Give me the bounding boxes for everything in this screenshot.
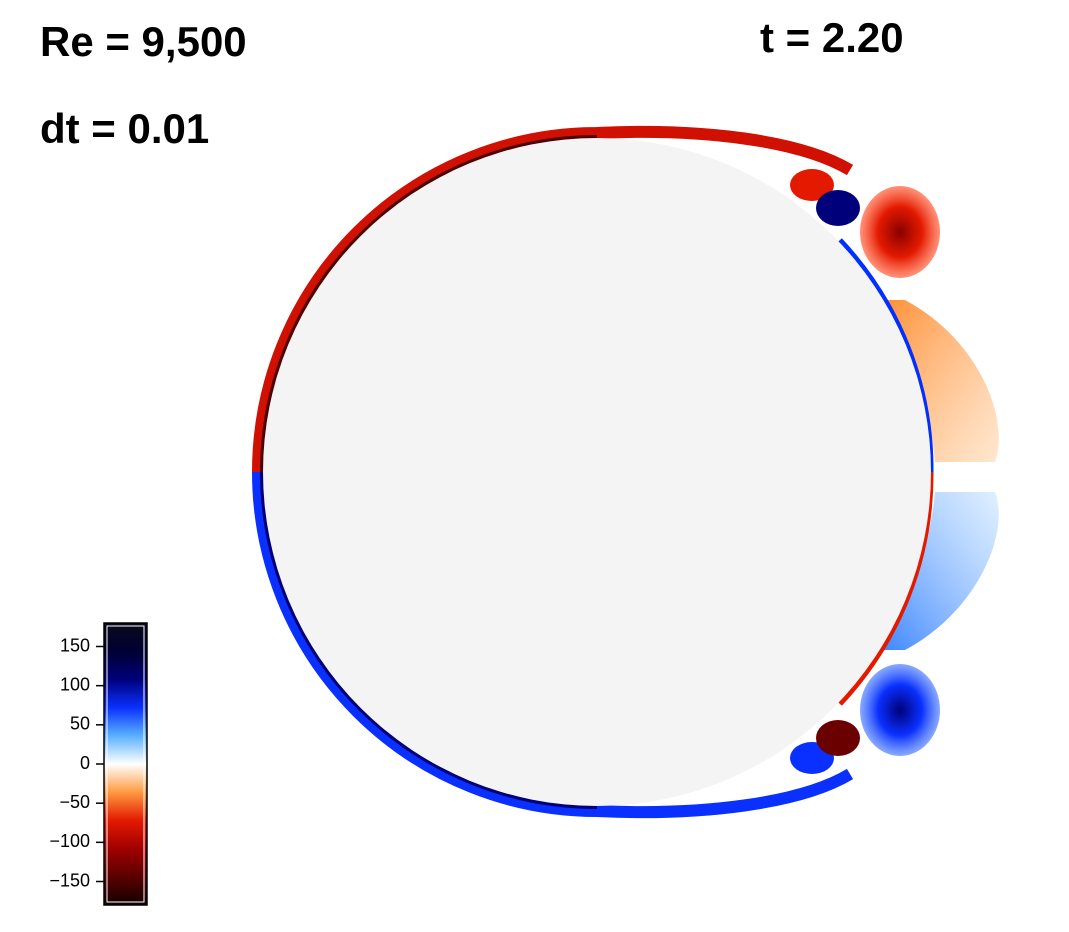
colorbar-tick-label: 150	[60, 635, 90, 655]
time-label: t = 2.20	[760, 14, 904, 61]
colorbar-tick-label: −100	[49, 831, 90, 851]
colorbar-tick-label: 100	[60, 674, 90, 694]
colorbar-frame	[106, 625, 145, 903]
reynolds-label: Re = 9,500	[40, 18, 247, 65]
timestep-label: dt = 0.01	[40, 105, 209, 152]
colorbar-tick-label: −150	[49, 870, 90, 890]
colorbar-tick-label: 50	[70, 714, 90, 734]
colorbar-gradient	[103, 622, 148, 906]
colorbar: −150 −100 −50 0 50 100 150	[49, 622, 148, 906]
vorticity-field	[252, 125, 999, 819]
colorbar-tick-label: −50	[59, 792, 90, 812]
colorbar-tick-label: 0	[80, 753, 90, 773]
